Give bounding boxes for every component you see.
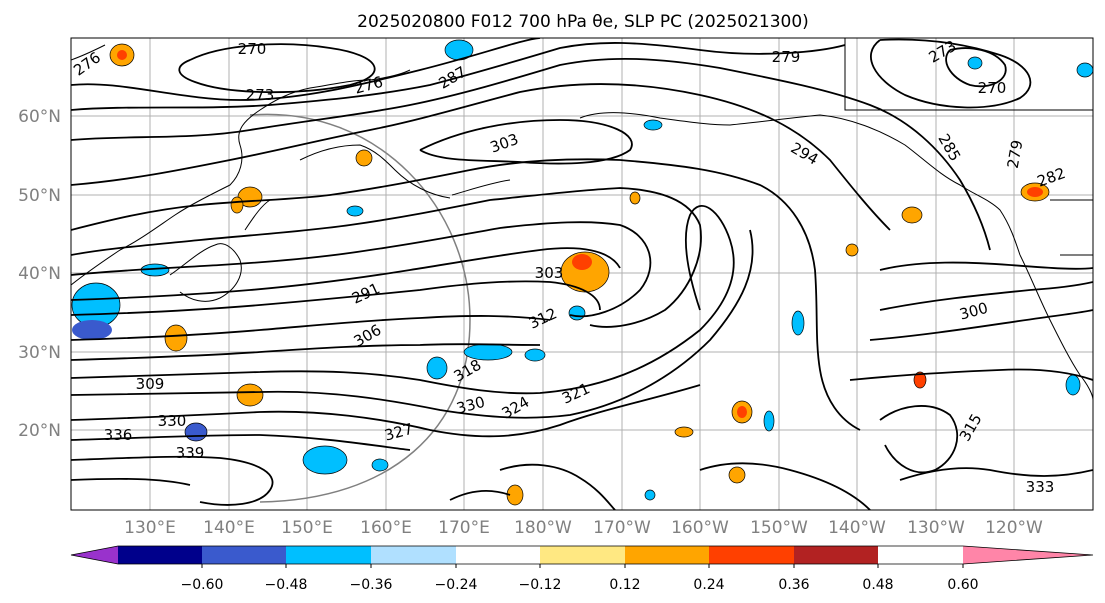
colorbar-extend-right — [963, 546, 1093, 564]
map-title: 2025020800 F012 700 hPa θe, SLP PC (2025… — [357, 12, 809, 32]
contour-labels: 276 270 273 276 287 279 273 270 279 282 … — [70, 37, 1068, 496]
lon-label: 160°E — [360, 518, 412, 538]
contour-label: 339 — [176, 444, 205, 462]
lon-label: 170°E — [438, 518, 490, 538]
lon-label: 180°W — [514, 518, 572, 538]
lat-label: 60°N — [18, 107, 61, 127]
contour-label: 279 — [1004, 138, 1027, 169]
colorbar-segment — [794, 546, 878, 564]
colorbar-tick-label: 0.36 — [778, 577, 809, 593]
contour-label: 270 — [238, 40, 267, 58]
colorbar-segment — [118, 546, 202, 564]
colorbar-extend-left — [71, 546, 118, 564]
colorbar-segment — [540, 546, 625, 564]
colorbar-tick-label: 0.60 — [947, 577, 978, 593]
lon-label: 140°W — [828, 518, 886, 538]
colorbar-tick-label: 0.48 — [862, 577, 893, 593]
lat-label: 30°N — [18, 343, 61, 363]
colorbar-tick-label: −0.36 — [350, 577, 393, 593]
contour-label: 273 — [246, 86, 275, 104]
latitude-labels: 60°N 50°N 40°N 30°N 20°N — [18, 107, 61, 441]
colorbar-segment — [202, 546, 286, 564]
colorbar-tick-label: −0.24 — [435, 577, 478, 593]
lat-label: 20°N — [18, 421, 61, 441]
lon-label: 160°W — [671, 518, 729, 538]
colorbar-tick-labels: −0.60 −0.48 −0.36 −0.24 −0.12 0.12 0.24 … — [181, 577, 979, 593]
lon-label: 130°W — [907, 518, 965, 538]
map-frame — [70, 37, 1094, 511]
colorbar-tick-label: −0.12 — [519, 577, 562, 593]
colorbar-segment — [625, 546, 709, 564]
colorbar-tick-label: 0.24 — [693, 577, 724, 593]
colorbar-segment — [286, 546, 371, 564]
longitude-labels: 130°E 140°E 150°E 160°E 170°E 180°W 170°… — [124, 518, 1043, 538]
colorbar-tick-label: −0.60 — [181, 577, 224, 593]
lon-label: 150°E — [281, 518, 333, 538]
lon-label: 170°W — [593, 518, 651, 538]
lat-label: 50°N — [18, 186, 61, 206]
lat-label: 40°N — [18, 264, 61, 284]
colorbar-tick-label: 0.12 — [609, 577, 640, 593]
lon-label: 140°E — [203, 518, 255, 538]
contour-label: 333 — [1026, 478, 1055, 496]
colorbar — [70, 545, 1094, 568]
contour-label: 270 — [978, 79, 1007, 97]
contour-label: 330 — [158, 412, 187, 430]
lon-label: 130°E — [124, 518, 176, 538]
colorbar-segment — [456, 546, 540, 564]
contour-label: 279 — [772, 48, 801, 66]
colorbar-tick-label: −0.48 — [265, 577, 308, 593]
colorbar-segment — [371, 546, 456, 564]
colorbar-segment — [709, 546, 794, 564]
contour-label: 303 — [535, 264, 564, 282]
contour-label: 336 — [104, 426, 133, 444]
shaded-patches — [71, 39, 1093, 506]
contour-label: 309 — [136, 375, 165, 393]
coastlines — [71, 38, 1093, 401]
map-panel — [71, 38, 1093, 510]
colorbar-outline — [70, 545, 1094, 565]
lon-label: 120°W — [985, 518, 1043, 538]
lon-label: 150°W — [750, 518, 808, 538]
theta-e-contours — [71, 38, 1093, 510]
